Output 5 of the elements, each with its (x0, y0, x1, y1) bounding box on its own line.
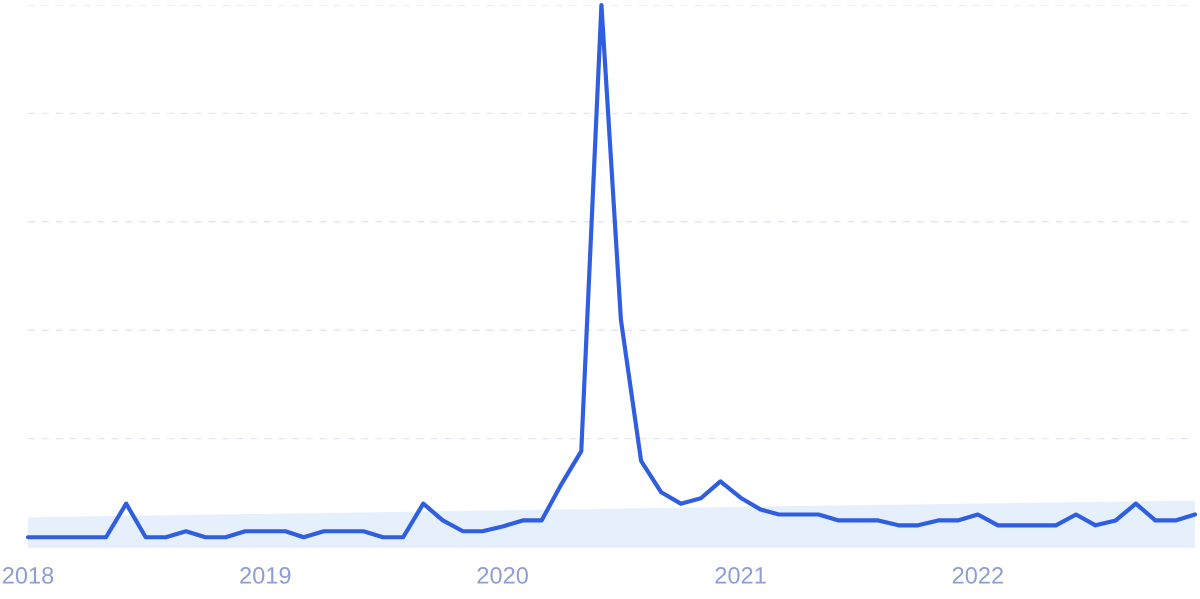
x-tick-label: 2020 (477, 567, 528, 584)
x-tick-label: 2021 (715, 567, 766, 584)
x-tick-label: 2022 (952, 567, 1003, 584)
x-tick-label: 2018 (2, 567, 54, 584)
x-tick-label: 2019 (240, 567, 291, 584)
